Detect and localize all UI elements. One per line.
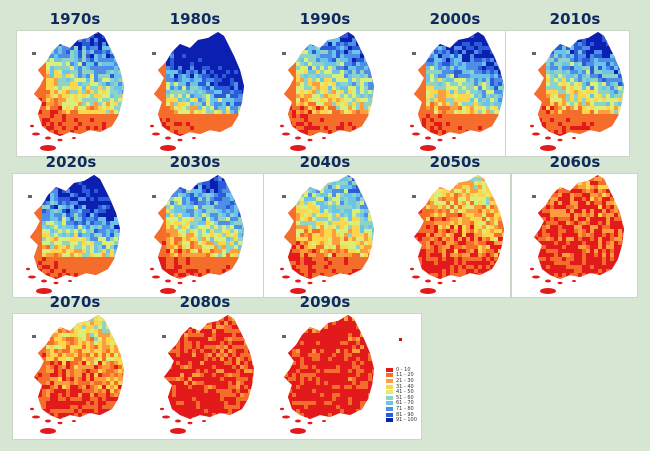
legend-swatch [386,390,393,395]
legend-label: 81 - 90 [396,411,414,418]
legend-swatch [386,395,393,400]
legend-swatch [386,418,393,423]
legend-label: 91 - 100 [396,417,417,424]
korea-map [530,32,624,151]
legend-label: 51 - 60 [396,394,414,401]
decade-label: 2000s [429,10,481,28]
legend-label: 41 - 50 [396,389,414,396]
jeju-island [160,288,176,294]
legend-item: 41 - 50 [386,389,426,395]
legend-swatch [386,412,393,417]
legend-item: 81 - 90 [386,412,426,418]
decade-label: 2040s [299,153,351,171]
decade-label: 2020s [45,153,97,171]
decade-label: 1990s [299,10,351,28]
korea-map [150,175,244,294]
korea-map [410,175,504,294]
legend-item: 91 - 100 [386,417,426,423]
jeju-island [420,288,436,294]
legend-item: 31 - 40 [386,384,426,390]
korea-map [530,175,624,294]
legend-item: 11 - 20 [386,372,426,379]
legend-item: 51 - 60 [386,395,426,401]
decade-label: 2070s [49,293,101,311]
jeju-island [36,288,52,294]
jeju-island [40,428,56,434]
map-legend: 0 - 10 11 - 20 21 - 30 31 - 40 41 - 50 51 - 6… [386,367,426,423]
korea-map [150,32,244,151]
korea-map [30,32,124,151]
legend-label: 0 - 10 [396,366,411,373]
decade-label: 1970s [49,10,101,28]
legend-label: 11 - 20 [396,372,414,379]
legend-swatch [386,367,393,372]
jeju-island [290,428,306,434]
jeju-island [290,288,306,294]
jeju-island [40,145,56,151]
legend-marker [399,338,402,341]
legend-swatch [386,401,393,406]
legend-item: 61 - 70 [386,400,426,407]
korea-map [280,175,374,294]
decade-label: 2030s [169,153,221,171]
legend-swatch [386,384,393,389]
legend-item: 0 - 10 [386,367,426,373]
decade-label: 2060s [549,153,601,171]
decade-label: 1980s [169,10,221,28]
korea-map [410,32,504,151]
jeju-island [170,428,186,434]
jeju-island [160,145,176,151]
jeju-island [540,145,556,151]
legend-label: 61 - 70 [396,400,414,407]
legend-label: 71 - 80 [396,405,414,412]
legend-label: 21 - 30 [396,377,414,384]
korea-map [280,32,374,151]
korea-map [30,315,124,434]
legend-swatch [386,373,393,378]
jeju-island [540,288,556,294]
jeju-island [290,145,306,151]
legend-item: 71 - 80 [386,406,426,412]
decade-label: 2010s [549,10,601,28]
korea-map [280,315,374,434]
legend-item: 21 - 30 [386,378,426,384]
decade-label: 2090s [299,293,351,311]
decade-label: 2050s [429,153,481,171]
legend-swatch [386,378,393,383]
jeju-island [420,145,436,151]
decade-label: 2080s [179,293,231,311]
legend-label: 31 - 40 [396,383,414,390]
legend-swatch [386,406,393,411]
korea-map [160,315,254,434]
korea-map [26,175,120,294]
